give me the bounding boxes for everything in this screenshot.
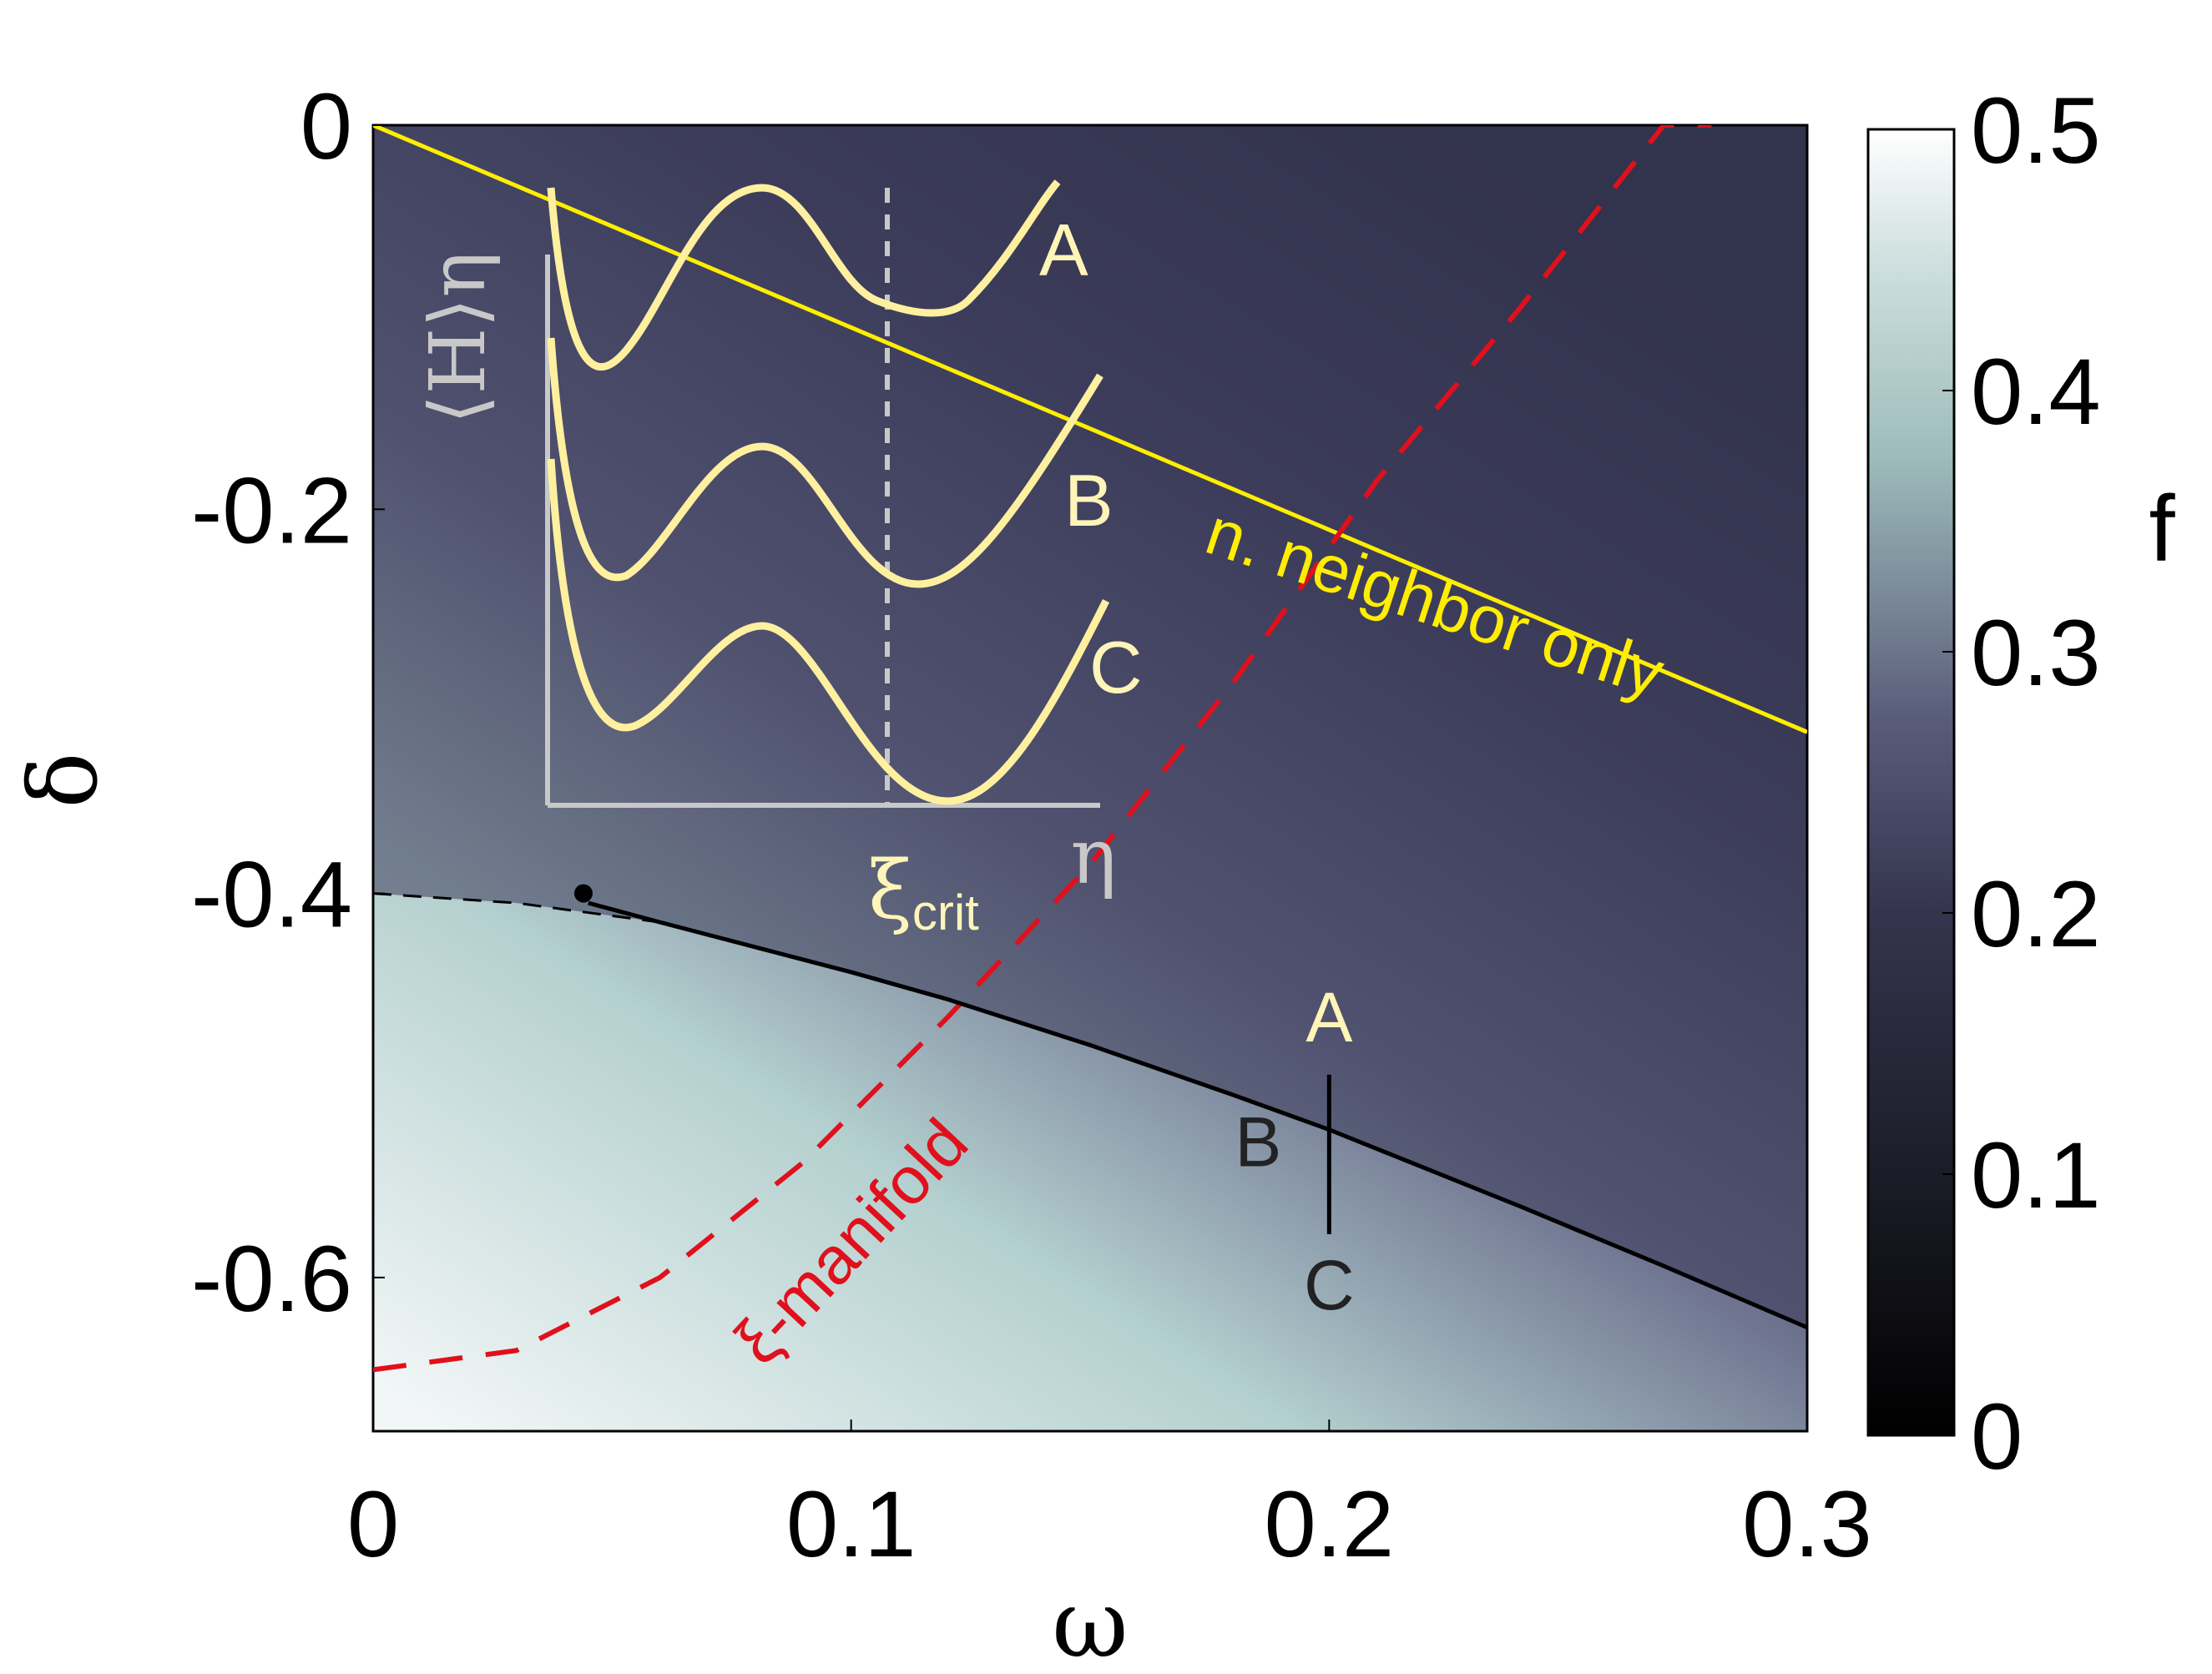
colorbar-tick-label: 0 xyxy=(1971,1384,2023,1489)
critical-point-dot xyxy=(573,884,593,903)
x-tick-label: 0.1 xyxy=(786,1472,917,1576)
inset-label-b: B xyxy=(1064,459,1114,542)
colorbar-tick-label: 0.3 xyxy=(1971,601,2101,705)
colorbar-tick-label: 0.1 xyxy=(1971,1123,2101,1228)
x-tick-label: 0 xyxy=(347,1472,399,1576)
point-label-b: B xyxy=(1235,1102,1281,1181)
y-axis-title: δ xyxy=(10,752,119,808)
transition-dashed-line xyxy=(373,892,756,949)
x-tick-label: 0.2 xyxy=(1264,1472,1394,1576)
colorbar xyxy=(1866,128,1956,1437)
y-tick-label: -0.4 xyxy=(191,843,352,947)
colorbar-tick-label: 0.5 xyxy=(1971,78,2101,183)
x-axis-title: ω xyxy=(1052,1571,1128,1674)
x-tick-label: 0.3 xyxy=(1742,1472,1872,1576)
inset-xi-crit-label: ξcrit xyxy=(868,844,979,940)
inset-xi-symbol: ξ xyxy=(868,844,912,937)
inset-curve-b xyxy=(547,337,1103,588)
overlay-layer: ABC xyxy=(1235,978,1354,1324)
heatmap-field xyxy=(373,125,1807,1431)
y-tick-label: -0.6 xyxy=(191,1227,352,1331)
upper-region xyxy=(373,125,1807,1328)
colorbar-tick-label: 0.4 xyxy=(1971,340,2101,444)
x-axis-ticks: 0 0.1 0.2 0.3 xyxy=(347,1419,1872,1576)
inset-xi-subscript: crit xyxy=(912,885,979,940)
inset-curve-c xyxy=(547,458,1110,805)
colorbar-ticks: 0 0.1 0.2 0.3 0.4 0.5 xyxy=(1942,78,2101,1489)
inset-label-a: A xyxy=(1039,209,1088,291)
inset-label-c: C xyxy=(1089,626,1143,708)
xi-manifold-curve xyxy=(373,125,1712,1373)
y-axis-ticks: 0 -0.2 -0.4 -0.6 xyxy=(191,74,385,1331)
y-tick-label: -0.2 xyxy=(191,458,352,562)
series-layer xyxy=(373,125,1807,1373)
inset-energy-curves: A B C ⟨H⟩η η ξcrit xyxy=(413,179,1143,940)
colorbar-label: f xyxy=(2149,476,2175,581)
plot-frame xyxy=(371,124,1809,1433)
colorbar-tick-label: 0.2 xyxy=(1971,862,2101,966)
y-tick-label: 0 xyxy=(300,74,352,179)
nn-only-line xyxy=(373,125,1807,734)
point-label-c: C xyxy=(1304,1246,1355,1324)
inset-y-label: ⟨H⟩η xyxy=(413,251,502,424)
transition-line xyxy=(588,900,1807,1330)
inset-x-label: η xyxy=(1070,812,1116,901)
point-label-a: A xyxy=(1305,978,1352,1056)
inset-curve-a xyxy=(547,179,1061,371)
